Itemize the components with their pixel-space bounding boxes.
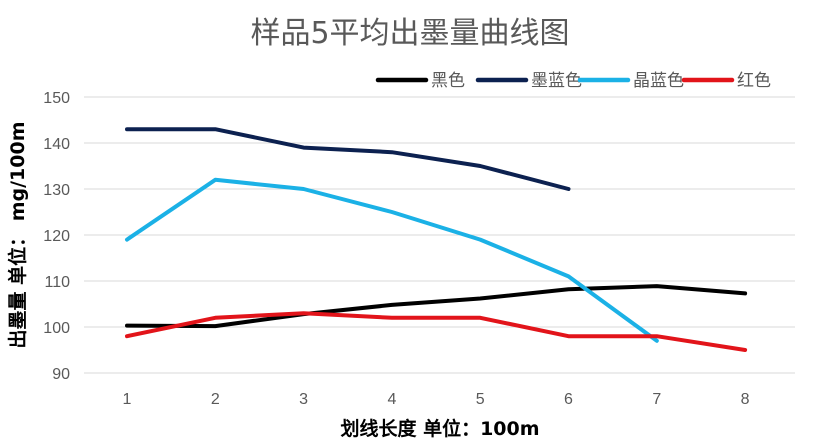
series-1 bbox=[125, 284, 748, 329]
data-point bbox=[567, 274, 570, 278]
data-point bbox=[125, 127, 129, 131]
data-point bbox=[478, 164, 482, 168]
data-point bbox=[213, 178, 217, 182]
data-point bbox=[213, 324, 217, 328]
legend-label: 晶蓝色 bbox=[633, 71, 684, 91]
y-tick-label: 110 bbox=[44, 274, 70, 291]
data-point bbox=[125, 324, 129, 328]
data-point bbox=[567, 287, 570, 291]
data-point bbox=[302, 311, 306, 315]
data-point bbox=[390, 316, 394, 320]
data-point bbox=[390, 210, 394, 214]
x-tick-label: 3 bbox=[299, 391, 308, 408]
legend-item: 墨蓝色 bbox=[475, 71, 582, 91]
data-point bbox=[478, 296, 482, 300]
legend: 黑色 墨蓝色 晶蓝色 红色 bbox=[375, 71, 771, 91]
data-point bbox=[213, 127, 217, 131]
data-point bbox=[302, 146, 306, 150]
data-point bbox=[567, 334, 570, 338]
x-axis-ticks: 1 2 3 4 5 6 7 8 bbox=[123, 391, 750, 408]
y-tick-label: 90 bbox=[52, 366, 70, 383]
y-tick-label: 140 bbox=[43, 136, 70, 153]
data-point bbox=[478, 238, 482, 242]
data-point bbox=[655, 284, 659, 288]
legend-label: 红色 bbox=[737, 71, 771, 91]
chart-title: 样品5平均出墨量曲线图 bbox=[250, 16, 569, 51]
data-point bbox=[390, 303, 394, 307]
x-tick-label: 5 bbox=[476, 391, 485, 408]
data-point bbox=[125, 334, 129, 338]
series-2 bbox=[125, 127, 571, 191]
x-tick-label: 4 bbox=[387, 391, 396, 408]
data-point bbox=[567, 187, 570, 191]
legend-item: 晶蓝色 bbox=[577, 71, 684, 91]
x-tick-label: 2 bbox=[211, 391, 220, 408]
data-point bbox=[655, 334, 659, 338]
legend-label: 墨蓝色 bbox=[531, 71, 582, 91]
x-tick-label: 1 bbox=[123, 391, 132, 408]
legend-label: 黑色 bbox=[431, 71, 465, 91]
legend-item: 黑色 bbox=[375, 71, 465, 91]
x-tick-label: 6 bbox=[564, 391, 573, 408]
series-4 bbox=[125, 311, 748, 352]
data-point bbox=[743, 291, 747, 295]
y-tick-label: 130 bbox=[43, 182, 70, 199]
data-point bbox=[655, 339, 659, 343]
series-line bbox=[125, 127, 571, 191]
data-point bbox=[390, 150, 394, 154]
data-point bbox=[743, 348, 747, 352]
data-point bbox=[125, 238, 129, 242]
x-tick-label: 7 bbox=[652, 391, 661, 408]
data-point bbox=[213, 316, 217, 320]
series-line bbox=[125, 284, 748, 329]
y-axis-label: 出墨量 单位： mg/100m bbox=[6, 121, 29, 348]
data-point bbox=[478, 316, 482, 320]
series-lines bbox=[125, 127, 748, 352]
y-tick-label: 100 bbox=[43, 320, 70, 337]
gridlines bbox=[84, 96, 795, 374]
legend-item: 红色 bbox=[681, 71, 771, 91]
series-line bbox=[125, 311, 748, 352]
data-point bbox=[302, 187, 306, 191]
x-axis-label: 划线长度 单位：100m bbox=[340, 417, 539, 440]
x-tick-label: 8 bbox=[741, 391, 750, 408]
series-3 bbox=[125, 177, 659, 343]
y-axis-ticks: 90 100 110 120 130 140 150 bbox=[43, 90, 70, 383]
y-tick-label: 150 bbox=[43, 90, 70, 107]
y-tick-label: 120 bbox=[43, 228, 70, 245]
